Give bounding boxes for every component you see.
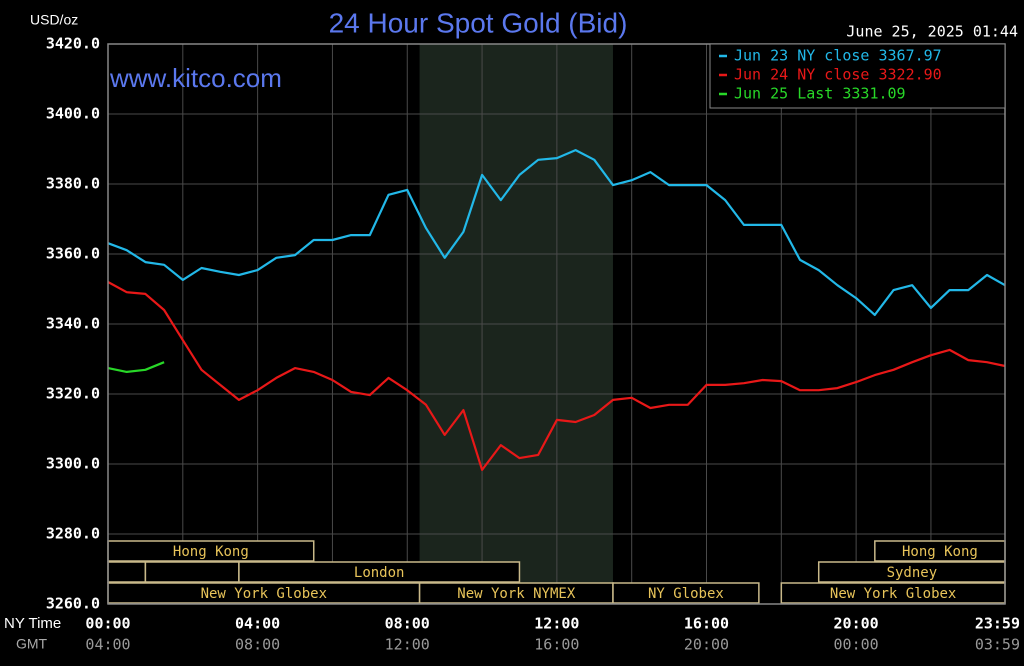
x-tick-label: 04:00 [235,615,280,633]
x2-tick-label: 03:59 [975,636,1020,654]
session-label: New York Globex [830,586,956,602]
plot-border [107,43,1006,605]
axes: 3260.0 3280.0 3300.0 3320.0 3340.0 3360.0 3380… [46,35,1020,654]
x2-tick-label: 20:00 [684,636,729,654]
y-tick-label: 3360.0 [46,245,100,263]
x-tick-label: 23:59 [975,615,1020,633]
y-tick-label: 3400.0 [46,105,100,123]
timestamp: June 25, 2025 01:44 [846,23,1018,41]
x-tick-label: 12:00 [534,615,579,633]
y-tick-label: 3280.0 [46,525,100,543]
lines [107,149,1006,471]
x2-tick-label: 08:00 [235,636,280,654]
x2-axis-label: GMT [16,636,48,652]
session-box [144,561,240,583]
series-line [107,361,165,373]
x-tick-label: 16:00 [684,615,729,633]
subtitle: www.kitco.com [109,63,282,93]
x2-tick-label: 16:00 [534,636,579,654]
y-tick-label: 3320.0 [46,385,100,403]
session-label: London [354,565,405,581]
legend-label: Jun 25 Last 3331.09 [734,85,906,103]
session-label: Hong Kong [902,544,978,560]
session-box [238,561,521,583]
series-line [107,149,1006,316]
session-label: NY Globex [648,586,724,602]
series-line [107,281,1006,471]
session-label: Hong Kong [173,544,249,560]
session-label: New York NYMEX [457,586,576,602]
legend-label: Jun 24 NY close 3322.90 [734,66,942,84]
legend-box [709,43,1006,109]
session-box [612,582,760,604]
x-tick-label: 08:00 [385,615,430,633]
x-axis-label: NY Time [4,615,61,632]
session-label: Sydney [887,565,938,581]
sessions: Hong Kong Hong Kong London Sydney New York G… [107,540,1006,604]
y-tick-label: 3260.0 [46,595,100,613]
x2-tick-label: 12:00 [385,636,430,654]
x2-tick-label: 00:00 [834,636,879,654]
y-tick-label: 3380.0 [46,175,100,193]
y-tick-label: 3420.0 [46,35,100,53]
x-tick-label: 00:00 [85,615,130,633]
y-tick-label: 3300.0 [46,455,100,473]
x2-tick-label: 04:00 [85,636,130,654]
session-label: New York Globex [201,586,327,602]
x-tick-label: 20:00 [834,615,879,633]
chart-title: 24 Hour Spot Gold (Bid) [329,7,628,38]
y-axis-label: USD/oz [30,12,78,28]
session-box [107,561,147,583]
y-tick-label: 3340.0 [46,315,100,333]
legend-label: Jun 23 NY close 3367.97 [734,47,942,65]
